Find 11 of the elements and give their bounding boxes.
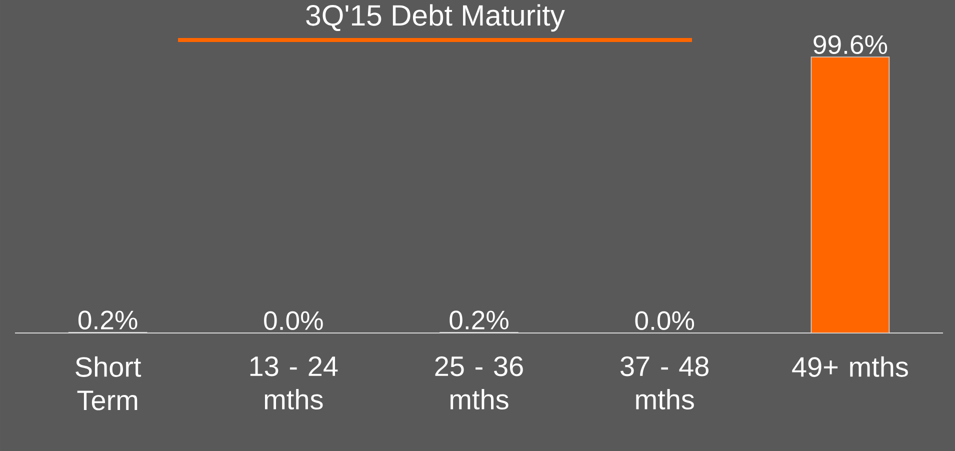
chart-title: 3Q'15 Debt Maturity (306, 4, 565, 32)
x-tick-label: 49+ mths (792, 356, 908, 377)
data-label: 0.0% (635, 311, 694, 330)
x-tick-label: 13 - 24 mths (250, 356, 338, 410)
x-tick-label: 25 - 36 mths (435, 356, 523, 410)
data-label: 0.0% (264, 311, 323, 330)
data-label: 99.6% (814, 35, 888, 54)
data-label: 0.2% (450, 310, 508, 330)
x-tick-label: Short Term (76, 356, 142, 410)
x-tick-label: 37 - 48 mths (620, 356, 708, 410)
data-label: 0.2% (78, 310, 138, 330)
